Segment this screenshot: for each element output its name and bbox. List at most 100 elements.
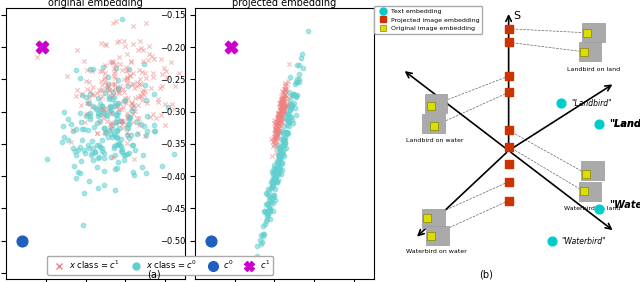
Point	[579, 50, 589, 54]
Point	[169, 152, 179, 157]
Point	[109, 104, 119, 109]
Point	[275, 115, 285, 119]
Point	[72, 47, 82, 52]
Point	[278, 105, 288, 110]
Point	[276, 119, 287, 124]
Bar	[426, 226, 449, 245]
Point	[106, 123, 116, 127]
Point	[280, 140, 290, 145]
Point	[270, 122, 280, 127]
Point	[279, 142, 289, 147]
Point	[264, 208, 275, 213]
Text: "Land": "Land"	[609, 118, 640, 129]
Point	[273, 111, 283, 115]
Point	[170, 84, 180, 88]
Point	[270, 125, 280, 130]
Point	[127, 106, 138, 111]
Point	[95, 69, 106, 73]
Point	[124, 117, 134, 121]
Point	[271, 170, 282, 175]
Point	[284, 105, 294, 109]
Point	[119, 39, 129, 44]
Point	[275, 105, 285, 109]
Point	[104, 95, 114, 100]
Point	[276, 107, 286, 112]
Point	[282, 101, 292, 105]
Point	[106, 111, 116, 115]
Point	[274, 170, 284, 175]
Point	[116, 147, 127, 151]
Point	[275, 111, 285, 116]
Point	[100, 41, 110, 46]
Point	[115, 38, 125, 43]
Point	[273, 124, 283, 129]
Point	[97, 83, 108, 87]
Point	[271, 123, 282, 127]
Point	[271, 130, 281, 134]
Point	[283, 105, 293, 109]
Point	[122, 75, 132, 79]
Point	[86, 153, 96, 157]
Point	[269, 131, 280, 135]
Point	[287, 92, 298, 97]
Point	[79, 59, 89, 63]
Point	[110, 82, 120, 87]
Point	[263, 209, 273, 214]
Point	[133, 103, 143, 107]
Point	[279, 96, 289, 100]
Point	[120, 97, 130, 102]
Point	[270, 127, 280, 132]
Point	[88, 104, 99, 108]
Point	[111, 103, 122, 107]
Point	[80, 120, 90, 125]
Point	[255, 233, 266, 237]
Point	[116, 137, 126, 142]
Point	[274, 120, 284, 124]
Point	[104, 97, 114, 101]
Point	[93, 114, 104, 118]
Point	[79, 147, 90, 152]
Point	[92, 130, 102, 135]
Point	[271, 169, 281, 174]
Point	[134, 82, 144, 87]
Point	[275, 155, 285, 159]
Text: Waterbird on land: Waterbird on land	[564, 206, 621, 211]
Point	[276, 96, 286, 101]
Point	[122, 52, 132, 56]
Point	[269, 163, 279, 168]
Point	[275, 117, 285, 122]
Point	[133, 131, 143, 135]
Point	[285, 107, 295, 112]
Point	[76, 110, 86, 115]
Point	[111, 61, 122, 66]
Point	[277, 97, 287, 102]
Point	[303, 29, 313, 34]
Point	[118, 125, 129, 130]
Point	[76, 158, 86, 163]
Point	[264, 189, 274, 193]
Point	[107, 97, 117, 102]
Point	[276, 109, 287, 113]
Point	[276, 89, 287, 94]
Point	[504, 162, 514, 166]
Point	[278, 106, 289, 110]
Point	[271, 128, 281, 132]
Point	[269, 137, 280, 141]
Point	[87, 105, 97, 109]
Point	[147, 54, 157, 58]
Point	[262, 214, 273, 219]
Point	[140, 89, 150, 93]
Point	[269, 121, 280, 126]
Point	[111, 120, 121, 124]
Point	[68, 127, 78, 132]
Point	[77, 93, 88, 97]
Point	[289, 106, 300, 110]
Point	[99, 107, 109, 111]
Point	[105, 60, 115, 65]
Point	[137, 70, 147, 74]
Point	[276, 100, 286, 104]
Point	[109, 146, 119, 150]
Point	[73, 148, 83, 152]
Point	[264, 195, 275, 200]
Point	[272, 173, 282, 177]
